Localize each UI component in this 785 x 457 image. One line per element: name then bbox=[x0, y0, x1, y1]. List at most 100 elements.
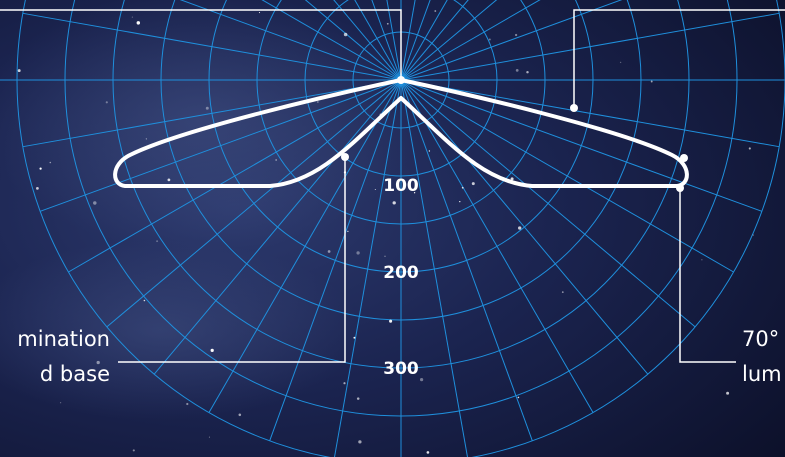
grid-spoke bbox=[400, 0, 469, 81]
star bbox=[96, 360, 100, 365]
callout-dot bbox=[341, 153, 349, 161]
star bbox=[561, 291, 564, 293]
star bbox=[327, 250, 331, 253]
star bbox=[358, 440, 362, 444]
grid-spoke bbox=[400, 0, 498, 81]
cloud bbox=[0, 240, 360, 420]
grid-spoke bbox=[371, 0, 402, 81]
stars bbox=[17, 10, 754, 454]
star bbox=[93, 201, 97, 205]
callout-line bbox=[573, 9, 785, 108]
star bbox=[356, 251, 360, 255]
grid-spoke bbox=[400, 79, 468, 457]
star bbox=[258, 12, 261, 14]
radial-label: 300 bbox=[383, 359, 419, 379]
star bbox=[392, 201, 396, 205]
star bbox=[515, 69, 519, 72]
note-line: lum bbox=[742, 362, 782, 386]
star bbox=[619, 61, 622, 64]
grid-spoke bbox=[22, 12, 402, 81]
callout-dots bbox=[341, 76, 688, 192]
grid-spoke bbox=[106, 79, 402, 328]
star bbox=[650, 80, 653, 83]
radial-label: 100 bbox=[383, 176, 419, 196]
star bbox=[186, 402, 189, 406]
grid-spoke bbox=[400, 0, 541, 81]
grid-spoke bbox=[304, 0, 402, 81]
star bbox=[413, 192, 416, 194]
grid-spoke bbox=[400, 0, 623, 81]
grid-spoke bbox=[22, 79, 402, 148]
star bbox=[343, 32, 348, 37]
star bbox=[701, 259, 703, 261]
grid-spoke bbox=[261, 0, 402, 81]
star bbox=[105, 101, 108, 104]
star bbox=[461, 186, 464, 189]
grid-spoke bbox=[334, 79, 402, 457]
grid-spoke bbox=[400, 12, 780, 81]
star bbox=[238, 413, 242, 417]
grid-spoke bbox=[400, 79, 696, 328]
star bbox=[374, 188, 376, 191]
grid-spoke bbox=[208, 79, 402, 413]
star bbox=[17, 69, 21, 73]
callout-dot bbox=[397, 76, 405, 84]
star bbox=[510, 177, 514, 181]
star bbox=[343, 382, 346, 385]
star bbox=[526, 70, 529, 74]
callout-line bbox=[679, 188, 736, 363]
star bbox=[488, 38, 491, 41]
star bbox=[347, 230, 349, 232]
grid-spoke bbox=[400, 79, 763, 212]
star bbox=[316, 100, 319, 104]
grid-spoke bbox=[400, 79, 734, 273]
star bbox=[517, 396, 520, 399]
callout-dot bbox=[676, 184, 684, 192]
grid-spoke bbox=[400, 0, 448, 81]
radial-label: 200 bbox=[383, 263, 419, 283]
star bbox=[459, 200, 461, 203]
grid-spoke bbox=[400, 0, 431, 81]
grid-spoke bbox=[68, 79, 402, 273]
grid-spoke bbox=[400, 0, 416, 81]
star bbox=[156, 240, 159, 243]
star bbox=[420, 378, 424, 382]
star bbox=[389, 319, 393, 323]
star bbox=[434, 10, 437, 12]
callout-lines bbox=[0, 9, 785, 363]
intensity-curve bbox=[113, 78, 689, 188]
star bbox=[132, 449, 135, 452]
star bbox=[208, 436, 210, 438]
grid-spoke bbox=[179, 0, 402, 81]
star bbox=[428, 150, 431, 152]
note-line: 70° bbox=[742, 327, 779, 351]
grid-spoke bbox=[39, 79, 402, 212]
star bbox=[386, 22, 389, 25]
star bbox=[384, 255, 386, 257]
star bbox=[49, 161, 52, 164]
grid-spoke bbox=[354, 0, 402, 81]
star bbox=[59, 402, 62, 404]
grid-spoke bbox=[400, 79, 780, 148]
star bbox=[205, 106, 209, 110]
star bbox=[36, 187, 39, 190]
callout-line bbox=[0, 9, 402, 80]
star bbox=[514, 33, 518, 37]
star bbox=[39, 167, 42, 170]
grid-spoke bbox=[269, 79, 402, 442]
star bbox=[145, 138, 147, 140]
grid-spoke bbox=[400, 79, 594, 413]
star bbox=[356, 397, 360, 400]
grid-spoke bbox=[153, 79, 402, 375]
star bbox=[210, 348, 214, 353]
star bbox=[726, 391, 730, 395]
star bbox=[275, 159, 277, 161]
callout-line bbox=[118, 157, 346, 363]
grid-spoke bbox=[333, 0, 402, 81]
star bbox=[131, 16, 134, 18]
star bbox=[518, 226, 522, 230]
star bbox=[167, 178, 171, 182]
